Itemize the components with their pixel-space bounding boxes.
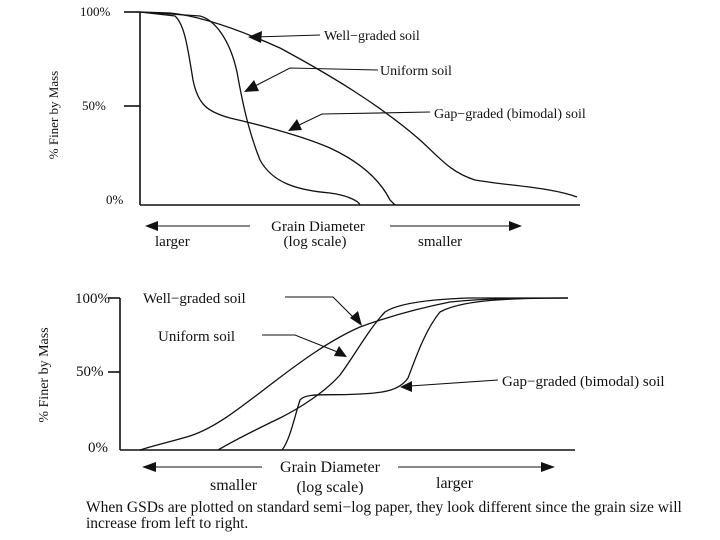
bottom-label-well-graded: Well−graded soil xyxy=(143,291,246,307)
top-xaxis-title: Grain Diameter xyxy=(271,219,365,235)
bottom-arrow-uniform-icon xyxy=(334,346,347,357)
top-curve-well-graded xyxy=(139,11,578,198)
bottom-xaxis-right-arrow-icon xyxy=(541,462,555,472)
figure-caption: When GSDs are plotted on standard semi−l… xyxy=(86,499,682,532)
bottom-label-uniform: Uniform soil xyxy=(158,329,235,345)
top-xaxis-left-arrow-icon xyxy=(145,221,158,231)
bottom-leader-gap xyxy=(409,379,499,387)
top-label-uniform: Uniform soil xyxy=(380,64,452,79)
top-leader-well xyxy=(254,34,321,38)
top-xaxis-right-word: smaller xyxy=(418,234,462,250)
bottom-arrow-well-icon xyxy=(350,311,362,326)
bottom-panel: 100% 50% 0% % Finer by Mass Well−graded … xyxy=(37,291,665,496)
bottom-xaxis-right-word: larger xyxy=(436,475,474,492)
bottom-ytick-label-0: 0% xyxy=(88,440,108,456)
bottom-label-gap-graded: Gap−graded (bimodal) soil xyxy=(502,374,665,390)
top-arrow-well-icon xyxy=(248,31,262,43)
top-ytick-label-50: 50% xyxy=(82,98,106,113)
top-ytick-label-0: 0% xyxy=(106,192,124,207)
top-arrow-uniform-icon xyxy=(244,80,259,92)
top-xaxis-left-word: larger xyxy=(155,234,190,250)
bottom-xaxis-left-word: smaller xyxy=(210,477,258,494)
bottom-xaxis-subtitle: (log scale) xyxy=(296,479,363,496)
top-arrow-gap-icon xyxy=(288,119,302,131)
top-xaxis-subtitle: (log scale) xyxy=(284,234,347,250)
bottom-arrow-gap-icon xyxy=(400,381,412,392)
bottom-leader-uniform xyxy=(262,334,341,354)
top-xaxis-right-arrow-icon xyxy=(509,221,522,231)
bottom-curve-uniform xyxy=(217,297,568,451)
top-curve-uniform xyxy=(139,11,361,206)
top-panel: 100% 50% 0% % Finer by Mass Well−graded … xyxy=(46,4,586,250)
top-label-well-graded: Well−graded soil xyxy=(324,29,420,44)
top-y-axis-label: % Finer by Mass xyxy=(46,71,61,159)
bottom-curve-well-graded xyxy=(139,297,569,451)
bottom-curve-gap-graded xyxy=(281,297,569,451)
bottom-ytick-label-100: 100% xyxy=(75,291,110,307)
top-leader-uniform xyxy=(250,67,379,89)
top-leader-gap xyxy=(294,111,431,128)
bottom-ytick-label-50: 50% xyxy=(76,364,104,380)
bottom-xaxis-left-arrow-icon xyxy=(142,462,156,472)
top-curve-gap-graded xyxy=(139,11,396,206)
top-label-gap-graded: Gap−graded (bimodal) soil xyxy=(434,107,586,122)
top-ytick-label-100: 100% xyxy=(80,4,111,19)
bottom-xaxis-title: Grain Diameter xyxy=(280,459,381,476)
bottom-leader-well xyxy=(285,296,357,321)
bottom-y-axis-label: % Finer by Mass xyxy=(37,327,52,422)
